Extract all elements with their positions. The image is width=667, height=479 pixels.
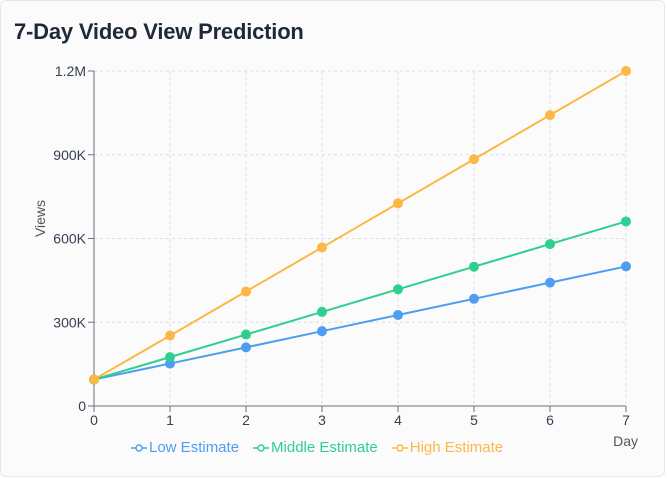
- data-point-high-estimate-1: [165, 330, 175, 341]
- series-line-low-estimate: [93, 265, 627, 381]
- x-tick-label-2: 2: [242, 412, 250, 428]
- legend-label: Middle Estimate: [271, 439, 378, 456]
- chart-title: 7-Day Video View Prediction: [14, 19, 304, 44]
- legend-item-high-estimate[interactable]: High Estimate: [391, 439, 504, 456]
- legend-swatch-icon: [131, 443, 147, 452]
- data-point-high-estimate-3: [317, 242, 327, 253]
- data-point-low-estimate-5: [469, 293, 479, 304]
- x-tick-label-6: 6: [546, 412, 554, 428]
- x-tick-label-5: 5: [470, 412, 478, 428]
- data-point-high-estimate-4: [393, 198, 403, 209]
- data-point-low-estimate-4: [393, 309, 403, 320]
- y-tick-label-3: 900K: [53, 147, 86, 163]
- y-tick-label-0: 0: [78, 398, 86, 414]
- series-line-high-estimate: [93, 70, 627, 381]
- data-point-low-estimate-6: [545, 277, 555, 288]
- x-tick-label-3: 3: [318, 412, 326, 428]
- y-tick-label-1: 300K: [53, 314, 86, 330]
- data-point-high-estimate-6: [545, 110, 555, 121]
- legend-swatch-icon: [391, 443, 408, 452]
- data-point-high-estimate-5: [469, 154, 479, 165]
- data-point-middle-estimate-6: [545, 239, 555, 250]
- data-point-middle-estimate-5: [469, 261, 479, 272]
- y-tick-label-4: 1.2M: [55, 63, 86, 79]
- legend-label: High Estimate: [409, 439, 504, 456]
- x-tick-label-1: 1: [166, 412, 174, 428]
- x-axis-title: Day: [613, 433, 638, 449]
- data-point-high-estimate-0: [89, 374, 99, 385]
- data-point-high-estimate-7: [621, 66, 631, 76]
- data-point-middle-estimate-7: [621, 216, 631, 227]
- series-line-middle-estimate: [93, 220, 627, 381]
- x-tick-label-4: 4: [394, 412, 402, 428]
- legend-item-low-estimate[interactable]: Low Estimate: [131, 439, 239, 456]
- x-tick-label-7: 7: [622, 412, 630, 428]
- data-point-middle-estimate-4: [393, 284, 403, 295]
- data-point-low-estimate-3: [317, 326, 327, 337]
- y-tick-label-2: 600K: [53, 231, 86, 247]
- data-point-middle-estimate-3: [317, 306, 327, 317]
- data-point-middle-estimate-2: [241, 329, 251, 340]
- data-point-middle-estimate-1: [165, 352, 175, 363]
- legend-label: Low Estimate: [149, 439, 240, 456]
- x-tick-label-0: 0: [90, 412, 98, 428]
- legend-swatch-icon: [253, 443, 270, 452]
- data-point-high-estimate-2: [241, 286, 251, 297]
- legend-item-middle-estimate[interactable]: Middle Estimate: [253, 439, 378, 456]
- y-axis-title: Views: [32, 200, 48, 237]
- data-point-low-estimate-2: [241, 342, 251, 353]
- data-point-low-estimate-7: [621, 261, 631, 272]
- chart-legend: Low Estimate Middle Estimate High Estimate: [131, 439, 503, 456]
